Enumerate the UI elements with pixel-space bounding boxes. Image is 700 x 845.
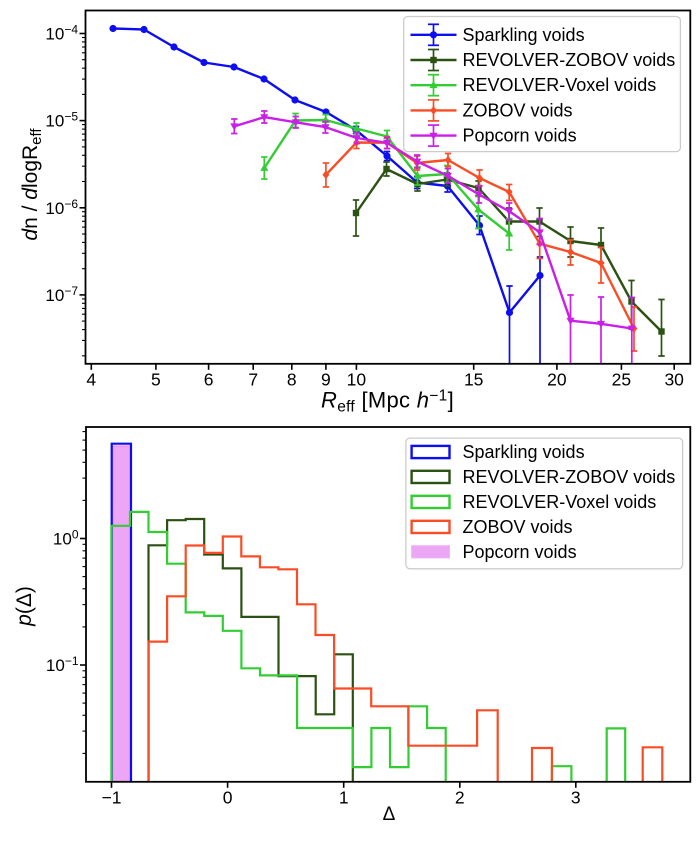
svg-text:8: 8 <box>287 370 297 390</box>
svg-text:ZOBOV voids: ZOBOV voids <box>463 517 573 537</box>
svg-text:4: 4 <box>86 370 96 390</box>
svg-text:6: 6 <box>204 370 214 390</box>
svg-text:25: 25 <box>612 370 631 390</box>
svg-text:10: 10 <box>347 370 367 390</box>
svg-text:REVOLVER-ZOBOV voids: REVOLVER-ZOBOV voids <box>463 467 676 487</box>
svg-text:REVOLVER-Voxel voids: REVOLVER-Voxel voids <box>463 492 657 512</box>
svg-text:REVOLVER-Voxel voids: REVOLVER-Voxel voids <box>463 75 657 95</box>
svg-text:3: 3 <box>571 788 581 808</box>
svg-text:dn / dlogReff: dn / dlogReff <box>19 128 45 241</box>
svg-text:Reff [Mpc h−1]: Reff [Mpc h−1] <box>321 388 454 416</box>
svg-text:5: 5 <box>151 370 161 390</box>
svg-text:Sparkling voids: Sparkling voids <box>463 442 585 462</box>
svg-text:Popcorn voids: Popcorn voids <box>463 542 577 562</box>
svg-text:ZOBOV voids: ZOBOV voids <box>463 100 573 120</box>
svg-text:9: 9 <box>321 370 331 390</box>
svg-text:Sparkling voids: Sparkling voids <box>463 25 585 45</box>
svg-text:2: 2 <box>455 788 465 808</box>
svg-text:20: 20 <box>547 370 567 390</box>
svg-text:7: 7 <box>248 370 258 390</box>
svg-text:REVOLVER-ZOBOV voids: REVOLVER-ZOBOV voids <box>463 50 676 70</box>
svg-text:30: 30 <box>664 370 684 390</box>
svg-text:1: 1 <box>339 788 349 808</box>
svg-text:p(Δ): p(Δ) <box>13 586 36 627</box>
svg-text:Popcorn voids: Popcorn voids <box>463 126 577 146</box>
svg-text:15: 15 <box>464 370 483 390</box>
svg-text:−1: −1 <box>102 788 122 808</box>
svg-text:Δ: Δ <box>383 804 396 825</box>
svg-text:0: 0 <box>223 788 233 808</box>
